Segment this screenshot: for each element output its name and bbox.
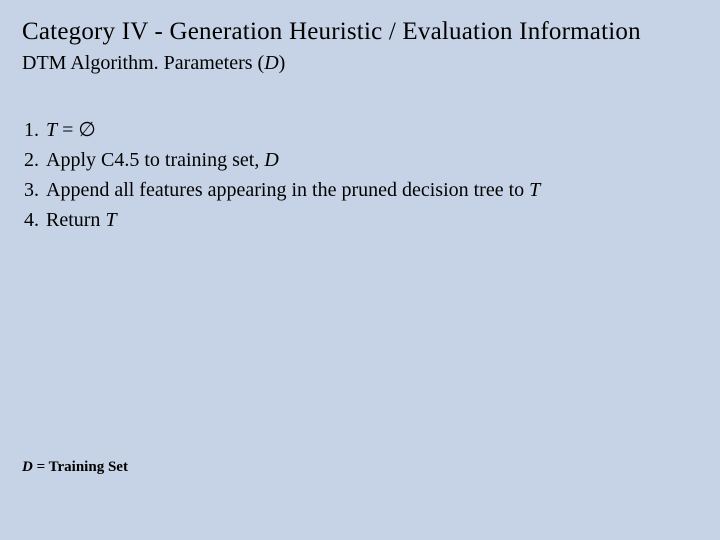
step-3: Append all features appearing in the pru… [44,175,698,205]
slide-container: Category IV - Generation Heuristic / Eva… [0,0,720,540]
slide-subtitle: DTM Algorithm. Parameters (D) [22,52,698,75]
step-2-part-0: Apply C4.5 to training set, [46,149,264,171]
subtitle-suffix: ) [279,52,286,74]
footer-part-0: D [22,459,33,475]
step-4-part-1: T [105,209,116,231]
subtitle-prefix: DTM Algorithm. Parameters ( [22,52,264,74]
footer-part-1: = Training Set [33,459,128,475]
step-1: T = ∅ [44,115,698,145]
footer-note: D = Training Set [22,459,128,476]
slide-title: Category IV - Generation Heuristic / Eva… [22,18,698,46]
step-2-part-1: D [264,149,278,171]
algorithm-steps: T = ∅Apply C4.5 to training set, DAppend… [22,115,698,235]
step-2: Apply C4.5 to training set, D [44,145,698,175]
step-4: Return T [44,205,698,235]
step-1-part-0: T [46,119,57,141]
step-4-part-0: Return [46,209,105,231]
step-1-part-1: = ∅ [57,119,96,141]
step-3-part-1: T [529,179,540,201]
step-3-part-0: Append all features appearing in the pru… [46,179,529,201]
subtitle-param: D [264,52,278,74]
